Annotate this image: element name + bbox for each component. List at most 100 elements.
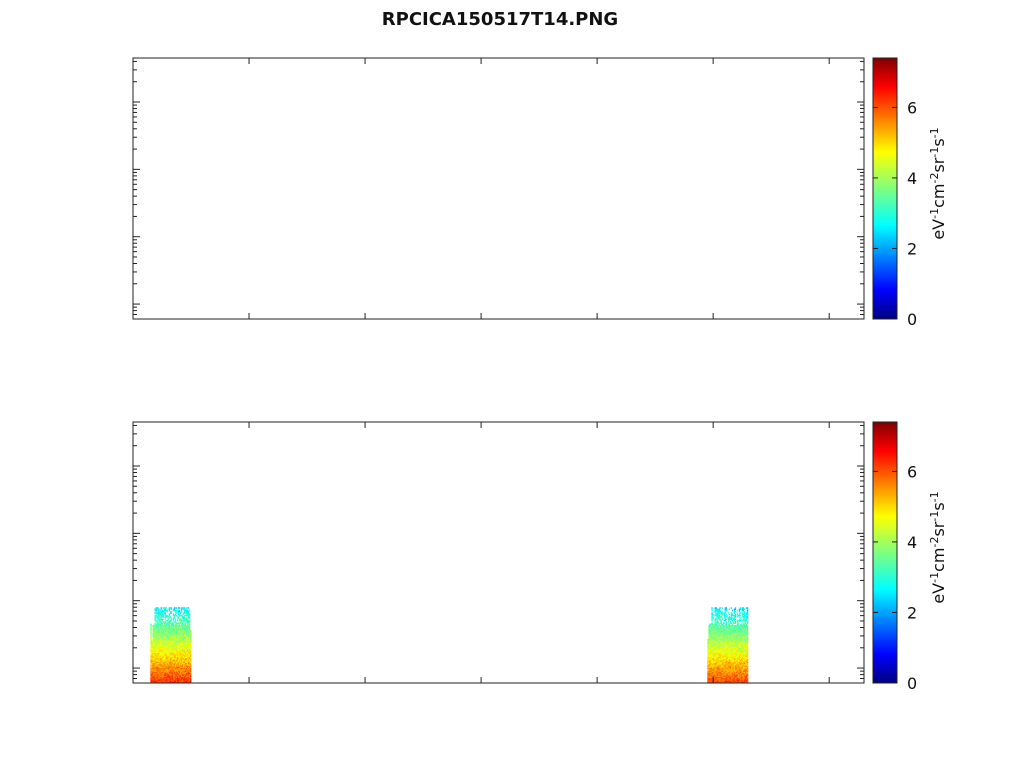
- flux-cell: [723, 638, 725, 641]
- flux-cell: [176, 670, 179, 672]
- flux-cell: [172, 633, 175, 636]
- flux-cell: [171, 659, 174, 661]
- flux-cell: [174, 621, 177, 623]
- flux-cell: [158, 660, 160, 662]
- flux-cell: [160, 645, 162, 647]
- flux-cell: [172, 637, 175, 640]
- flux-cell: [161, 647, 163, 650]
- flux-cell: [167, 616, 169, 618]
- flux-cell: [160, 675, 162, 677]
- flux-cell: [178, 662, 181, 665]
- flux-cell: [179, 657, 182, 660]
- flux-cell: [152, 638, 154, 641]
- flux-cell: [154, 664, 156, 666]
- flux-cell: [171, 636, 174, 638]
- flux-cell: [172, 613, 175, 616]
- flux-cell: [733, 640, 736, 642]
- flux-cell: [177, 677, 180, 680]
- flux-cell: [164, 636, 166, 638]
- flux-cell: [162, 679, 164, 681]
- flux-cell: [727, 641, 729, 643]
- flux-cell: [725, 631, 727, 633]
- flux-cell: [168, 679, 170, 681]
- flux-cell: [736, 627, 739, 629]
- flux-cell: [178, 609, 181, 612]
- flux-cell: [158, 638, 160, 641]
- flux-cell: [179, 622, 182, 624]
- flux-cell: [711, 653, 713, 656]
- flux-cell: [177, 631, 180, 633]
- flux-cell: [729, 657, 732, 660]
- flux-cell: [733, 653, 736, 656]
- flux-cell: [743, 676, 746, 679]
- flux-cell: [166, 626, 168, 628]
- flux-cell: [738, 635, 741, 637]
- flux-cell: [727, 670, 729, 672]
- flux-cell: [190, 636, 192, 638]
- flux-cell: [154, 647, 156, 650]
- flux-cell: [742, 637, 745, 640]
- flux-cell: [186, 679, 189, 681]
- flux-cell: [159, 631, 161, 633]
- flux-cell: [734, 614, 737, 617]
- flux-cell: [708, 628, 710, 631]
- flux-cell: [164, 646, 166, 648]
- flux-cell: [708, 626, 710, 628]
- flux-cell: [187, 607, 190, 609]
- flux-cell: [736, 669, 739, 671]
- flux-cell: [168, 609, 170, 612]
- flux-cell: [731, 651, 734, 653]
- flux-cell: [190, 645, 192, 647]
- flux-cell: [167, 623, 169, 626]
- flux-cell: [184, 641, 187, 643]
- flux-cell: [710, 637, 712, 640]
- flux-cell: [180, 661, 183, 664]
- flux-cell: [168, 646, 170, 648]
- flux-cell: [176, 671, 179, 674]
- flux-cell: [737, 666, 740, 669]
- flux-cell: [716, 664, 718, 666]
- flux-cell: [151, 653, 153, 656]
- flux-cell: [721, 632, 723, 635]
- flux-cell: [161, 655, 163, 657]
- flux-cell: [723, 664, 725, 666]
- flux-cell: [155, 609, 157, 612]
- flux-cell: [154, 635, 156, 637]
- flux-cell: [169, 633, 172, 636]
- flux-cell: [167, 647, 169, 650]
- flux-cell: [730, 641, 733, 643]
- flux-cell: [160, 652, 162, 655]
- flux-cell: [161, 640, 163, 642]
- flux-cell: [184, 624, 187, 627]
- flux-cell: [711, 609, 713, 612]
- flux-cell: [740, 671, 743, 674]
- flux-cell: [744, 664, 747, 666]
- flux-cell: [186, 676, 189, 679]
- flux-cell: [717, 638, 719, 641]
- flux-cell: [730, 655, 733, 657]
- flux-cell: [739, 635, 742, 637]
- flux-cell: [154, 661, 156, 664]
- flux-cell: [731, 642, 734, 645]
- flux-cell: [728, 635, 730, 637]
- flux-cell: [177, 674, 180, 676]
- flux-cell: [161, 631, 163, 633]
- flux-cell: [153, 647, 155, 650]
- flux-cell: [171, 660, 174, 662]
- flux-cell: [742, 645, 745, 647]
- flux-cell: [177, 632, 180, 635]
- flux-cell: [725, 656, 727, 659]
- flux-cell: [162, 664, 164, 666]
- flux-cell: [182, 621, 185, 623]
- flux-cell: [162, 613, 164, 616]
- flux-cell: [707, 659, 709, 661]
- flux-cell: [170, 662, 173, 665]
- flux-cell: [167, 660, 169, 662]
- flux-cell: [159, 629, 161, 632]
- flux-cell: [711, 659, 713, 661]
- flux-cell: [732, 627, 735, 629]
- flux-cell: [177, 657, 180, 660]
- flux-cell: [173, 676, 176, 679]
- flux-cell: [724, 611, 726, 613]
- flux-cell: [152, 657, 154, 660]
